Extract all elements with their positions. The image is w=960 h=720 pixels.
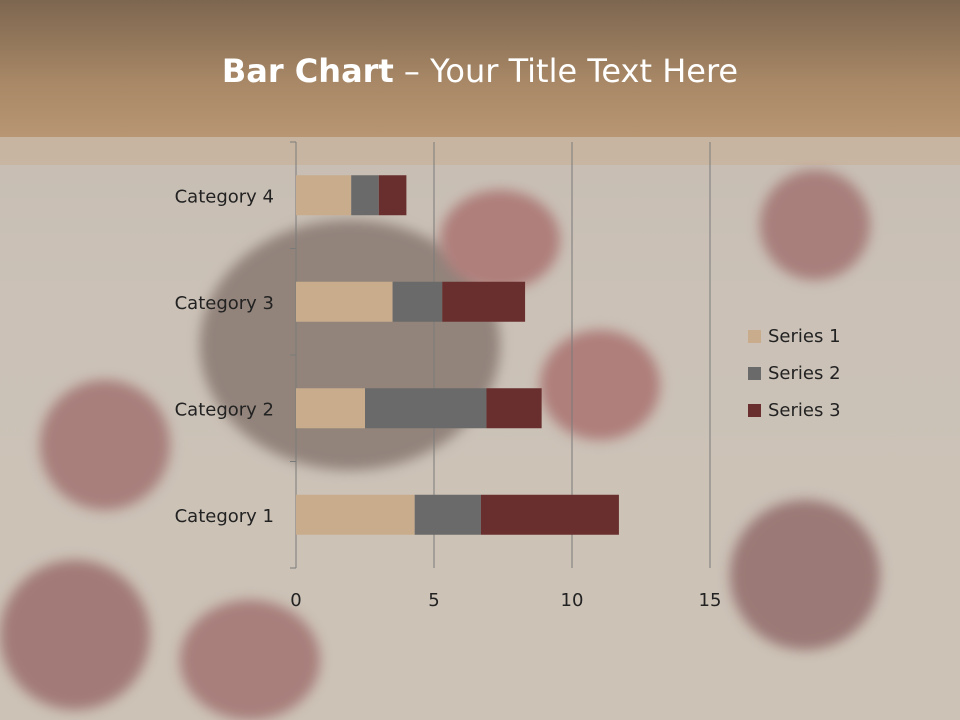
legend-swatch xyxy=(748,367,761,380)
bar-series-1-category-3 xyxy=(296,281,393,322)
bar-series-3-category-2 xyxy=(486,388,542,429)
title-rest: – Your Title Text Here xyxy=(393,52,739,90)
bar-series-1-category-4 xyxy=(296,175,352,216)
legend-item: Series 1 xyxy=(748,326,841,347)
bar-series-3-category-4 xyxy=(378,175,407,216)
bar-series-2-category-3 xyxy=(392,281,443,322)
bar-series-3-category-1 xyxy=(480,494,619,535)
x-tick-label: 5 xyxy=(428,590,439,611)
category-label: Category 1 xyxy=(175,506,274,527)
legend-swatch xyxy=(748,330,761,343)
legend-label: Series 1 xyxy=(768,326,841,347)
title-bar xyxy=(0,0,960,137)
title-bold: Bar Chart xyxy=(221,52,394,90)
bar-series-2-category-1 xyxy=(414,494,481,535)
category-label: Category 2 xyxy=(175,399,274,420)
category-label: Category 3 xyxy=(175,293,274,314)
legend-item: Series 3 xyxy=(748,400,841,421)
x-tick-label: 0 xyxy=(290,590,301,611)
slide-title: Bar Chart – Your Title Text Here xyxy=(0,52,960,90)
bar-series-2-category-4 xyxy=(351,175,379,216)
legend-swatch xyxy=(748,404,761,417)
x-tick-label: 10 xyxy=(561,590,584,611)
title-strip xyxy=(0,137,960,165)
legend-label: Series 3 xyxy=(768,400,841,421)
category-label: Category 4 xyxy=(175,186,274,207)
bar-series-1-category-1 xyxy=(296,494,415,535)
legend-item: Series 2 xyxy=(748,363,841,384)
bar-series-2-category-2 xyxy=(365,388,487,429)
bar-series-1-category-2 xyxy=(296,388,365,429)
x-tick-label: 15 xyxy=(699,590,722,611)
bar-series-3-category-3 xyxy=(442,281,526,322)
legend-label: Series 2 xyxy=(768,363,841,384)
